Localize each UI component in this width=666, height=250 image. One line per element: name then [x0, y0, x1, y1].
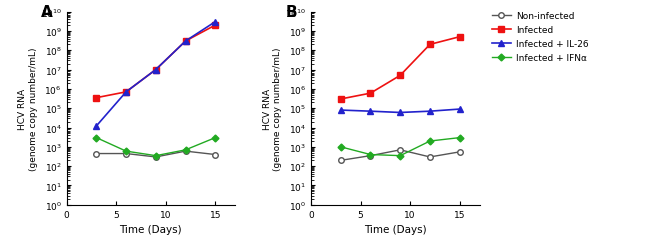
Y-axis label: HCV RNA
(genome copy number/mL): HCV RNA (genome copy number/mL) — [263, 47, 282, 170]
Text: A: A — [41, 5, 53, 20]
X-axis label: Time (Days): Time (Days) — [120, 224, 182, 234]
X-axis label: Time (Days): Time (Days) — [364, 224, 426, 234]
Y-axis label: HCV RNA
(genome copy number/mL): HCV RNA (genome copy number/mL) — [19, 47, 38, 170]
Text: B: B — [286, 5, 297, 20]
Legend: Non-infected, Infected, Infected + IL-26, Infected + IFNα: Non-infected, Infected, Infected + IL-26… — [488, 9, 592, 66]
